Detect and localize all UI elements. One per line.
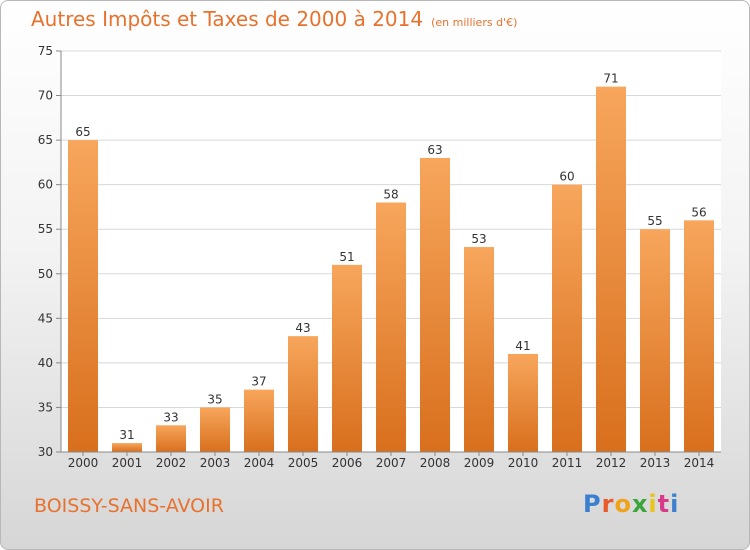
value-label-2001: 31 — [119, 428, 134, 442]
y-tick-label: 30 — [38, 445, 53, 459]
x-tick-label-2011: 2011 — [552, 456, 583, 470]
bar-2012 — [596, 86, 626, 453]
bar-2002 — [156, 425, 186, 452]
proxiti-logo: Proxiti — [583, 490, 679, 518]
logo-letter: x — [631, 490, 649, 518]
bar-2001 — [112, 443, 142, 452]
value-labels: 65 31 33 35 37 43 51 58 63 53 41 60 71 55 56 — [75, 72, 706, 442]
x-tick-label-2012: 2012 — [596, 456, 627, 470]
bar-2014 — [684, 220, 714, 452]
x-tick-label-2007: 2007 — [376, 456, 407, 470]
value-label-2009: 53 — [471, 232, 486, 246]
y-tick-label: 55 — [38, 222, 53, 236]
y-tick-label: 35 — [38, 400, 53, 414]
x-tick-label-2008: 2008 — [420, 456, 451, 470]
chart-title-text: Autres Impôts et Taxes de 2000 à 2014 — [31, 7, 424, 31]
x-tick-label-2004: 2004 — [244, 456, 275, 470]
value-label-2002: 33 — [163, 410, 178, 424]
value-label-2012: 71 — [603, 72, 618, 86]
y-tick-label: 70 — [38, 89, 53, 103]
x-tick-label-2000: 2000 — [68, 456, 99, 470]
bars — [68, 86, 714, 453]
value-label-2011: 60 — [559, 170, 574, 184]
value-label-2014: 56 — [691, 205, 706, 219]
bar-2003 — [200, 407, 230, 452]
logo-letter: i — [670, 490, 680, 518]
commune-name: BOISSY-SANS-AVOIR — [34, 495, 224, 517]
chart-title: Autres Impôts et Taxes de 2000 à 2014 (en… — [31, 7, 517, 31]
value-label-2005: 43 — [295, 321, 310, 335]
chart-unit-note: (en milliers d'€) — [431, 16, 518, 29]
x-tick-label-2005: 2005 — [288, 456, 319, 470]
x-tick-label-2001: 2001 — [112, 456, 143, 470]
y-tick-label: 65 — [38, 133, 53, 147]
logo-letter: P — [583, 490, 602, 518]
value-label-2000: 65 — [75, 125, 90, 139]
value-label-2013: 55 — [647, 214, 662, 228]
x-tick-label-2006: 2006 — [332, 456, 363, 470]
value-label-2008: 63 — [427, 143, 442, 157]
logo-letter: r — [601, 490, 615, 518]
bar-2010 — [508, 353, 538, 452]
bar-2006 — [332, 264, 362, 452]
x-tick-label-2013: 2013 — [640, 456, 671, 470]
x-tick-label-2009: 2009 — [464, 456, 495, 470]
x-tick-label-2002: 2002 — [156, 456, 187, 470]
value-label-2006: 51 — [339, 250, 354, 264]
x-tick-label-2003: 2003 — [200, 456, 231, 470]
x-tick-label-2014: 2014 — [684, 456, 715, 470]
logo-letter: t — [657, 490, 671, 518]
y-tick-label: 50 — [38, 267, 53, 281]
bar-2000 — [68, 140, 98, 452]
value-label-2007: 58 — [383, 187, 398, 201]
logo-letter: i — [648, 490, 658, 518]
value-label-2004: 37 — [251, 375, 266, 389]
bar-2004 — [244, 389, 274, 452]
bar-2011 — [552, 184, 582, 452]
x-tick-label-2010: 2010 — [508, 456, 539, 470]
logo-letter: o — [614, 490, 632, 518]
bar-2005 — [288, 336, 318, 452]
value-label-2003: 35 — [207, 392, 222, 406]
bar-2009 — [464, 247, 494, 452]
y-tick-label: 40 — [38, 356, 53, 370]
bar-2013 — [640, 229, 670, 452]
value-label-2010: 41 — [515, 339, 530, 353]
y-tick-label: 45 — [38, 311, 53, 325]
bar-2007 — [376, 202, 406, 452]
bar-2008 — [420, 157, 450, 452]
y-tick-label: 75 — [38, 44, 53, 58]
axes: 30 35 40 45 50 55 60 65 70 75 2000 2001 2002 2003 2004… — [38, 44, 721, 470]
y-tick-label: 60 — [38, 178, 53, 192]
